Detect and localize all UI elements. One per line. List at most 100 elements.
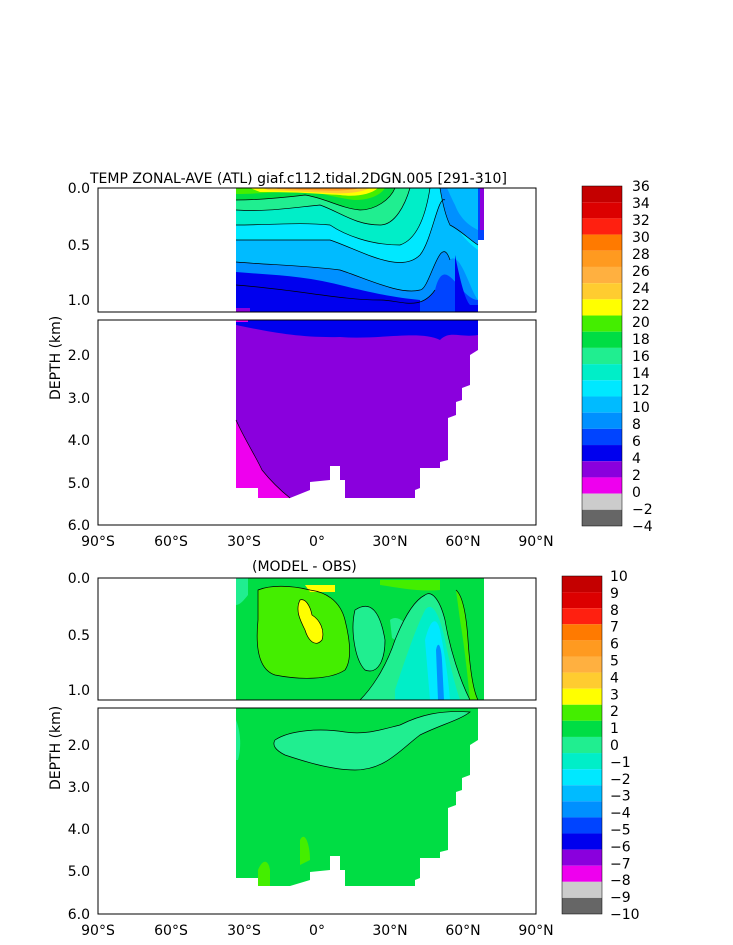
top-legend-label: 0 bbox=[632, 485, 641, 501]
bottom-legend-swatch bbox=[562, 881, 602, 898]
bottom-legend-label: −1 bbox=[610, 755, 631, 771]
bottom-legend-swatch bbox=[562, 592, 602, 609]
bottom-legend-label: 7 bbox=[610, 620, 619, 636]
top-legend-label: 32 bbox=[632, 213, 650, 229]
bottom-legend-swatch bbox=[562, 833, 602, 850]
top-legend-swatch bbox=[582, 364, 622, 381]
top-legend-swatch bbox=[582, 186, 622, 203]
top-legend-swatch bbox=[582, 266, 622, 284]
bottom-xtick: 90°S bbox=[81, 923, 115, 939]
top-ytick: 4.0 bbox=[68, 433, 90, 449]
bottom-xtick: 60°S bbox=[154, 923, 188, 939]
bottom-legend-label: −8 bbox=[610, 873, 631, 889]
bottom-legend-label: 8 bbox=[610, 603, 619, 619]
top-legend-swatch bbox=[582, 493, 622, 510]
bottom-legend-label: 0 bbox=[610, 738, 619, 754]
bottom-legend-swatch bbox=[562, 801, 602, 818]
bottom-legend-label: −6 bbox=[610, 839, 631, 855]
bottom-legend-label: 4 bbox=[610, 670, 619, 686]
top-legend-swatch bbox=[582, 218, 622, 235]
top-legend-frame bbox=[581, 185, 623, 527]
bottom-legend-swatch bbox=[562, 720, 602, 737]
top-xtick: 90°N bbox=[518, 534, 553, 550]
top-legend-swatch bbox=[582, 202, 622, 219]
bottom-upper-frame bbox=[97, 577, 537, 701]
top-legend-label: 14 bbox=[632, 366, 650, 382]
bottom-legend-label: 2 bbox=[610, 704, 619, 720]
top-upper-field bbox=[235, 187, 484, 312]
bottom-lower-field bbox=[236, 708, 478, 886]
bottom-xtick: 60°N bbox=[445, 923, 480, 939]
bottom-legend-frame bbox=[561, 575, 603, 915]
difference-panel: (MODEL - OBS) bbox=[48, 559, 640, 939]
bottom-title: (MODEL - OBS) bbox=[252, 559, 357, 575]
bottom-ytick: 5.0 bbox=[68, 864, 90, 880]
bottom-legend-label: 5 bbox=[610, 654, 619, 670]
bottom-legend-swatch bbox=[562, 576, 602, 593]
bottom-ytick: 0.0 bbox=[68, 571, 90, 587]
bottom-legend-swatch bbox=[562, 865, 602, 882]
bottom-legend-label: −5 bbox=[610, 823, 631, 839]
top-ytick: 1.0 bbox=[68, 293, 90, 309]
top-ytick: 0.5 bbox=[68, 238, 90, 254]
top-xtick: 60°S bbox=[154, 534, 188, 550]
top-legend-swatch bbox=[582, 428, 622, 446]
bottom-xtick: 30°N bbox=[372, 923, 407, 939]
bottom-ytick: 2.0 bbox=[68, 738, 90, 754]
bottom-ytick: 4.0 bbox=[68, 822, 90, 838]
bottom-ytick: 1.0 bbox=[68, 683, 90, 699]
top-legend-label: 36 bbox=[632, 179, 650, 195]
top-legend-label: 12 bbox=[632, 383, 650, 399]
bottom-legend-swatch bbox=[562, 785, 602, 802]
bottom-ytick: 6.0 bbox=[68, 907, 90, 923]
bottom-legend-swatch bbox=[562, 624, 602, 641]
top-xtick: 30°N bbox=[372, 534, 407, 550]
bottom-legend-swatch bbox=[562, 849, 602, 866]
bottom-lower-frame bbox=[97, 707, 537, 915]
top-legend-swatch bbox=[582, 445, 622, 462]
bottom-ytick: 3.0 bbox=[68, 780, 90, 796]
top-legend-label: 6 bbox=[632, 434, 641, 450]
top-legend-label: 34 bbox=[632, 196, 650, 212]
top-legend-swatch bbox=[582, 331, 622, 348]
top-legend-swatch bbox=[582, 412, 622, 429]
bottom-legend-label: 1 bbox=[610, 721, 619, 737]
top-legend-label: 4 bbox=[632, 451, 641, 467]
top-ytick: 6.0 bbox=[68, 518, 90, 534]
top-legend-label: 16 bbox=[632, 349, 650, 365]
top-legend-swatch bbox=[582, 509, 622, 526]
top-xtick: 0° bbox=[309, 534, 325, 550]
top-legend-label: −2 bbox=[632, 502, 653, 518]
top-ytick: 3.0 bbox=[68, 391, 90, 407]
top-xtick: 90°S bbox=[81, 534, 115, 550]
top-ytick: 0.0 bbox=[68, 181, 90, 197]
bottom-legend-swatch bbox=[562, 672, 602, 689]
top-upper-frame bbox=[97, 187, 537, 313]
bottom-legend-label: −3 bbox=[610, 789, 631, 805]
top-legend-swatch bbox=[582, 299, 622, 316]
top-title: TEMP ZONAL-AVE (ATL) giaf.c112.tidal.2DG… bbox=[89, 171, 507, 187]
bottom-legend-label: −10 bbox=[610, 907, 640, 923]
top-ytick: 2.0 bbox=[68, 348, 90, 364]
top-legend-swatch bbox=[582, 234, 622, 251]
bottom-legend-swatch bbox=[562, 704, 602, 721]
top-legend-label: 26 bbox=[632, 264, 650, 280]
top-legend-swatch bbox=[582, 250, 622, 267]
bottom-xtick: 30°S bbox=[227, 923, 261, 939]
top-ytick: 5.0 bbox=[68, 476, 90, 492]
top-legend-label: 22 bbox=[632, 298, 650, 314]
top-legend-label: 30 bbox=[632, 230, 650, 246]
top-legend-swatch bbox=[582, 283, 622, 300]
bottom-legend-swatch bbox=[562, 897, 602, 914]
top-lower-field bbox=[235, 320, 478, 499]
bottom-legend-label: 3 bbox=[610, 687, 619, 703]
top-legend-label: 18 bbox=[632, 332, 650, 348]
bottom-ytick: 0.5 bbox=[68, 628, 90, 644]
bottom-legend-swatch bbox=[562, 608, 602, 625]
top-ylabel: DEPTH (km) bbox=[48, 316, 64, 400]
bottom-legend-label: 10 bbox=[610, 569, 628, 585]
bottom-xtick: 90°N bbox=[518, 923, 553, 939]
top-legend-label: 10 bbox=[632, 400, 650, 416]
